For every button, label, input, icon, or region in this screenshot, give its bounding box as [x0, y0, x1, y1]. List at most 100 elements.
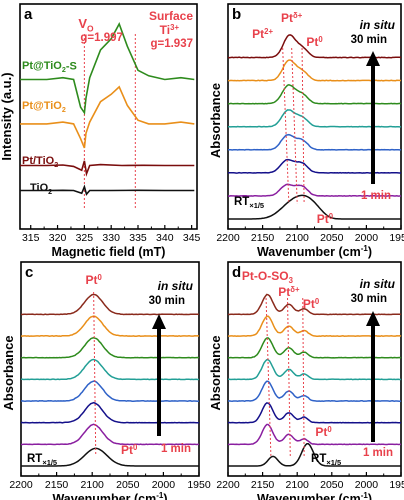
label-pt0-top: Pt0: [85, 273, 102, 287]
x-tick-label: 2000: [355, 232, 379, 244]
label-1min: 1 min: [361, 190, 391, 202]
spectrum-line-6: [20, 315, 200, 337]
y-axis-label: Absorbance: [1, 335, 16, 410]
spectrum-line-4: [21, 358, 200, 381]
annot-vo: VO: [78, 16, 94, 33]
peak-guide-2: [302, 297, 305, 457]
series-line-0: [20, 22, 195, 116]
x-axis-label: Magnetic field (mT): [52, 245, 166, 259]
series-label-pt-slash-tio2: Pt/TiO2: [22, 155, 58, 169]
label-pt0-bottom: Pt0: [121, 443, 138, 457]
spectrum-line-5: [228, 337, 402, 359]
peak-guide-0: [265, 297, 272, 457]
series-label-tio2: TiO2: [30, 182, 52, 196]
label-rt: RT×1/5: [27, 453, 57, 467]
x-tick-label: 2200: [216, 232, 240, 244]
spectrum-line-3: [20, 380, 200, 402]
x-tick-label: 2100: [286, 479, 310, 491]
x-tick-label: 2150: [251, 232, 275, 244]
series-label-pt-tio2: Pt@TiO2: [22, 100, 66, 114]
spectrum-line-1: [227, 423, 401, 446]
label-in-situ: in situ: [360, 18, 396, 32]
time-arrow-head: [366, 51, 380, 66]
spectrum-line-0: [21, 447, 199, 467]
peak-guide-1: [291, 47, 298, 205]
label-30min: 30 min: [149, 295, 185, 307]
label-1min: 1 min: [161, 443, 191, 455]
x-tick-label: 1950: [389, 479, 404, 491]
x-tick-label: 2100: [286, 232, 310, 244]
label-pt0-top: Pt0: [303, 297, 320, 311]
label-1min: 1 min: [363, 447, 393, 459]
x-tick-label: 340: [156, 232, 174, 244]
label-ptdelta: Ptδ+: [281, 11, 303, 25]
spectrum-line-2: [227, 158, 402, 174]
x-tick-label: 345: [183, 232, 201, 244]
plot-frame: [19, 3, 198, 230]
x-tick-label: 2000: [355, 479, 379, 491]
series-line-3: [20, 184, 195, 196]
x-tick-label: 2100: [81, 479, 105, 491]
x-tick-label: 2150: [251, 479, 275, 491]
label-rt: RT×1/5: [234, 196, 264, 210]
x-axis-label: Wavenumber (cm-1): [52, 491, 167, 500]
x-tick-label: 2000: [152, 479, 176, 491]
x-tick-label: 335: [129, 232, 147, 244]
spectrum-line-4: [228, 109, 402, 128]
panel-d: 2200 2150 2100 2050 2000 1950 d Wavenumber (cm-…: [208, 261, 404, 500]
spectrum-line-5: [21, 337, 200, 359]
label-pt-o-so3: Pt-O-SO3: [242, 269, 294, 285]
label-in-situ: in situ: [158, 279, 194, 293]
spectrum-line-1: [20, 423, 199, 446]
panel-letter: b: [232, 6, 241, 23]
label-ptdelta: Ptδ+: [278, 285, 300, 299]
spectrum-line-3: [227, 380, 402, 402]
peak-guide-1: [287, 297, 291, 457]
series-line-1: [20, 85, 195, 149]
x-tick-label: 2200: [216, 479, 240, 491]
x-tick-label: 325: [76, 232, 94, 244]
x-tick-label: 320: [49, 232, 67, 244]
x-tick-label: 2150: [45, 479, 69, 491]
spectrum-line-2: [20, 401, 200, 424]
panel-letter: d: [232, 264, 241, 281]
label-pt2plus: Pt2+: [252, 27, 273, 41]
time-arrow-head: [152, 314, 166, 329]
panel-letter: a: [24, 6, 33, 23]
annot-ti3: Ti3+: [160, 23, 180, 37]
y-axis-label: Absorbance: [208, 83, 223, 158]
spectrum-line-4: [228, 358, 402, 381]
x-tick-label: 2050: [320, 232, 344, 244]
y-axis-label: Intensity (a.u.): [0, 72, 14, 160]
spectrum-line-3: [227, 133, 402, 151]
series-line-2: [20, 160, 195, 177]
spectrum-line-5: [227, 84, 402, 105]
annot-surface: Surface: [149, 9, 193, 23]
x-tick-label: 1950: [389, 232, 404, 244]
label-30min: 30 min: [351, 293, 387, 305]
panel-letter: c: [25, 264, 33, 281]
peak-guide-0: [282, 47, 290, 205]
x-tick-label: 2200: [9, 479, 33, 491]
x-tick-label: 2050: [320, 479, 344, 491]
series-label-pt-tio2-s: Pt@TiO2-S: [22, 60, 77, 74]
annot-g1997: g=1.997: [80, 32, 123, 44]
x-axis-label: Wavenumber (cm-1): [257, 244, 372, 259]
panel-c: 2200 2150 2100 2050 2000 1950 c Wavenumber (cm-…: [1, 261, 211, 500]
spectrum-line-7: [20, 293, 200, 316]
annot-g1937: g=1.937: [150, 38, 193, 50]
x-axis-label: Wavenumber (cm-1): [257, 491, 372, 500]
label-pt0-top: Pt0: [306, 35, 323, 49]
label-30min: 30 min: [351, 34, 387, 46]
label-in-situ: in situ: [360, 277, 396, 291]
x-tick-label: 2050: [116, 479, 140, 491]
label-pt0-bottom: Pt0: [317, 212, 334, 226]
label-pt0-bottom: Pt0: [315, 425, 332, 439]
label-rt: RT×1/5: [311, 453, 341, 467]
x-tick-label: 1950: [187, 479, 211, 491]
panel-a: 315 320 325 330 335 340 345 a Magnetic field (mT…: [0, 3, 201, 259]
panel-b: 2200 2150 2100 2050 2000 1950 b Wavenumber (cm-…: [208, 3, 404, 259]
spectrum-line-1: [227, 183, 401, 197]
time-arrow-head: [366, 311, 380, 326]
